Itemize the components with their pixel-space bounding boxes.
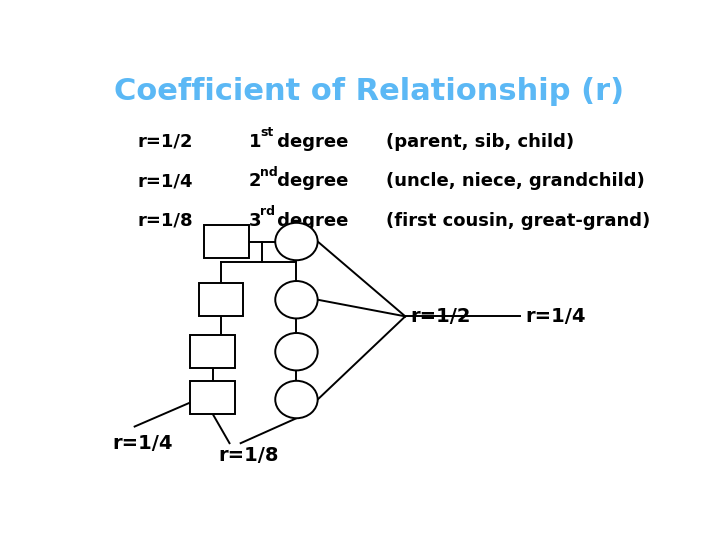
Bar [199, 283, 243, 316]
Bar [204, 225, 249, 258]
Ellipse shape [275, 281, 318, 319]
Text: nd: nd [260, 166, 278, 179]
Text: r=1/2: r=1/2 [411, 307, 472, 326]
Text: 2: 2 [249, 172, 261, 190]
Ellipse shape [275, 381, 318, 418]
Bar [190, 335, 235, 368]
Text: degree: degree [271, 133, 348, 151]
Text: (uncle, niece, grandchild): (uncle, niece, grandchild) [386, 172, 644, 190]
Text: st: st [260, 126, 274, 139]
Text: r=1/4: r=1/4 [112, 434, 173, 453]
Text: Coefficient of Relationship (r): Coefficient of Relationship (r) [114, 77, 624, 106]
Bar [190, 381, 235, 414]
Text: degree: degree [271, 212, 348, 230]
Text: r=1/4: r=1/4 [526, 307, 586, 326]
Ellipse shape [275, 223, 318, 260]
Text: 1: 1 [249, 133, 261, 151]
Ellipse shape [275, 333, 318, 370]
Text: r=1/8: r=1/8 [138, 212, 193, 230]
Text: (first cousin, great-grand): (first cousin, great-grand) [386, 212, 650, 230]
Text: r=1/4: r=1/4 [138, 172, 193, 190]
Text: r=1/2: r=1/2 [138, 133, 193, 151]
Text: rd: rd [260, 205, 275, 218]
Text: degree: degree [271, 172, 348, 190]
Text: r=1/8: r=1/8 [218, 446, 279, 465]
Text: (parent, sib, child): (parent, sib, child) [386, 133, 574, 151]
Text: 3: 3 [249, 212, 261, 230]
